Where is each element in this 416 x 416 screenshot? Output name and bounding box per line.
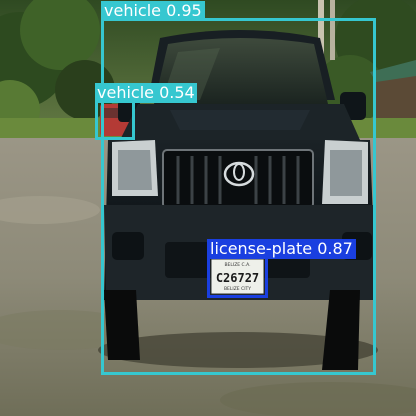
vehicle-small-bounding-box: vehicle 0.54 xyxy=(95,83,197,140)
plate-bottom-text: BELIZE CITY xyxy=(224,286,251,292)
plate-number: C26727 xyxy=(216,271,259,285)
vehicle-bounding-box: vehicle 0.95 xyxy=(101,1,376,375)
license-plate: BELIZE C.A. C26727 BELIZE CITY xyxy=(210,258,265,295)
license-plate-bounding-box: license-plate 0.87 xyxy=(207,239,356,298)
plate-top-text: BELIZE C.A. xyxy=(224,262,250,268)
vehicle-detection-label: vehicle 0.95 xyxy=(101,1,205,21)
license-plate-detection-label: license-plate 0.87 xyxy=(207,239,356,259)
vehicle-small-detection-label: vehicle 0.54 xyxy=(95,83,197,103)
